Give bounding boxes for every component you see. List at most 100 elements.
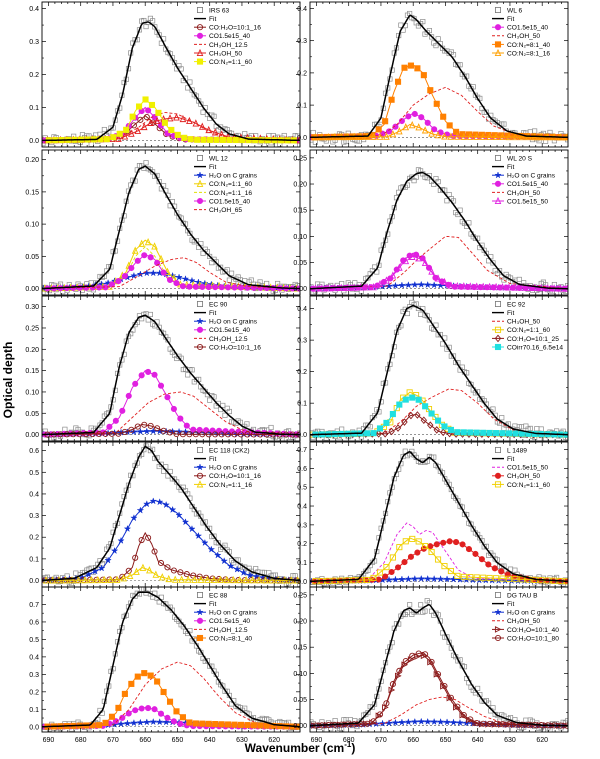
component-h-o-on-c-grains-marker xyxy=(430,717,439,726)
legend-label: H₂O on C grains xyxy=(209,610,258,617)
component-h-o-on-c-grains-marker xyxy=(136,270,145,278)
component-co-n-1-1-60-marker xyxy=(422,543,429,550)
component-co-n-8-1-40-marker xyxy=(141,670,148,677)
component-ch-oh-50-marker xyxy=(427,543,434,550)
legend-label: EC 118 (CK2) xyxy=(209,447,250,454)
legend-marker xyxy=(196,634,204,642)
component-co-n-8-1-16-marker xyxy=(402,123,410,131)
x-tick-label: 670 xyxy=(375,737,387,744)
y-tick-label: 0.4 xyxy=(29,654,39,661)
y-tick-label: 0.15 xyxy=(25,368,39,375)
component-co-n-8-1-16-marker xyxy=(505,132,513,141)
legend-marker xyxy=(196,48,204,57)
component-co-n-8-1-16-marker xyxy=(389,130,397,138)
legend-item: CO:N₂=1:1_60 xyxy=(492,326,550,334)
component-h-o-on-c-grains-marker xyxy=(142,427,151,435)
component-co1-5e15-40-marker xyxy=(192,283,199,290)
fit-curve xyxy=(310,14,568,139)
y-tick-label: 0.1 xyxy=(29,556,39,563)
observed-point xyxy=(156,32,162,38)
component-co-n-8-1-40-marker xyxy=(115,704,122,711)
panel-ec-88: 690 680 670 660 650 640 630 6200.00.10.20.30.40… xyxy=(29,586,301,744)
legend-label: Fit xyxy=(209,16,216,23)
component-co-n-8-1-16-marker xyxy=(408,121,416,129)
component-ch-oh-50-marker xyxy=(485,561,492,568)
component-ch-oh-50-marker xyxy=(382,573,389,580)
legend-marker xyxy=(494,334,502,343)
component-coirr70-16-6-5e14-marker xyxy=(467,429,474,436)
y-tick-label: 0.20 xyxy=(25,157,39,164)
y-tick-label: 0.10 xyxy=(293,234,307,241)
y-tick-label: 0.00 xyxy=(293,723,307,730)
observed-point xyxy=(426,27,432,34)
component-co1-5e15-50-marker xyxy=(357,283,364,291)
legend-marker xyxy=(494,343,502,351)
component-co-h-o-10-1-16-marker xyxy=(96,430,103,438)
plot-area xyxy=(42,587,300,732)
panel-grid: 0.00.10.20.30.4 IRS 63FitCO:H₂O=10:1_16CO… xyxy=(25,1,569,744)
legend-label: CO:N₂=1:1_60 xyxy=(507,482,550,489)
component-h-o-on-c-grains-marker xyxy=(130,271,138,280)
component-co-h-o-10-1-16-marker xyxy=(70,431,77,438)
component-h-o-on-c-grains-marker xyxy=(430,281,439,289)
legend-item: H₂O on C grains xyxy=(194,608,258,617)
component-co-h-o-10-1-25-marker xyxy=(414,411,421,419)
component-co-h-o-10-1-16-marker xyxy=(143,114,150,121)
component-h-o-on-c-grains-marker xyxy=(226,562,235,570)
component-ch-oh-50-marker xyxy=(440,539,447,546)
component-h-o-on-c-grains-marker xyxy=(117,536,125,545)
component-h-o-on-c-grains-marker xyxy=(456,718,464,727)
y-tick-label: 0.4 xyxy=(29,491,39,498)
legend-label: IRS 63 xyxy=(209,7,229,14)
component-co1-5e15-40-marker xyxy=(212,284,219,291)
component-co1-5e15-40-marker xyxy=(106,423,113,430)
component-ch-oh-50-marker xyxy=(446,538,453,545)
legend-label: CO:N₂=1:1_60 xyxy=(209,59,252,66)
legend-item: CH₃OH_12.5 xyxy=(194,336,248,343)
component-co1-5e15-40-marker xyxy=(125,710,132,717)
component-co-n-8-1-40-marker xyxy=(407,62,414,69)
component-co-n-1-1-60-marker xyxy=(168,126,175,133)
legend-item: CO1.5e15_50 xyxy=(492,465,548,472)
legend-item: Fit xyxy=(492,456,514,463)
component-co-n-8-1-40-marker xyxy=(257,722,264,729)
component-co-n-1-1-60-marker xyxy=(110,134,117,141)
component-co-n-8-1-40-marker xyxy=(102,719,109,726)
component-co1-5e15-40-marker xyxy=(138,705,145,712)
legend-item: Fit xyxy=(194,164,216,171)
legend-item: CH₃OH_50 xyxy=(194,48,242,57)
legend-label: Fit xyxy=(507,16,514,23)
observed-point xyxy=(450,52,457,58)
component-co-n-1-1-16-line xyxy=(42,566,300,581)
component-co-h-o-10-1-80-marker xyxy=(389,681,396,688)
observed-point xyxy=(158,461,164,467)
component-h-o-on-c-grains-marker xyxy=(417,574,426,583)
y-tick-label: 0.4 xyxy=(29,6,39,13)
y-tick-label: 0.1 xyxy=(297,401,307,408)
component-co-h-o-10-1-16-marker xyxy=(179,431,186,438)
component-co-n-1-1-16-marker xyxy=(62,576,69,584)
component-co-n-1-1-16-marker xyxy=(113,575,121,583)
component-h-o-on-c-grains-marker xyxy=(443,718,451,726)
fit-curve xyxy=(42,165,300,290)
component-co-h-o-10-1-80-marker xyxy=(396,667,403,674)
component-co-n-1-1-60-marker xyxy=(441,563,448,570)
component-co-h-o-10-1-25-marker xyxy=(433,426,440,434)
component-co-n-1-1-16-marker xyxy=(184,575,192,583)
observed-point xyxy=(420,19,426,25)
legend-label: H₂O on C grains xyxy=(209,173,258,180)
legend-item: H₂O on C grains xyxy=(194,171,258,180)
legend-label: Fit xyxy=(507,310,514,317)
legend-marker xyxy=(494,626,502,633)
component-ch-oh-50-marker xyxy=(394,564,402,571)
component-co-n-8-1-16-marker xyxy=(460,132,468,140)
component-co-h-o-10-1-80-line xyxy=(310,651,568,727)
component-co1-5e15-50-marker xyxy=(428,267,435,275)
y-tick-label: 0.15 xyxy=(25,189,39,196)
legend-marker xyxy=(196,480,204,488)
component-co-n-8-1-16-marker xyxy=(466,132,474,140)
component-co-n-8-1-40-marker xyxy=(173,708,180,715)
